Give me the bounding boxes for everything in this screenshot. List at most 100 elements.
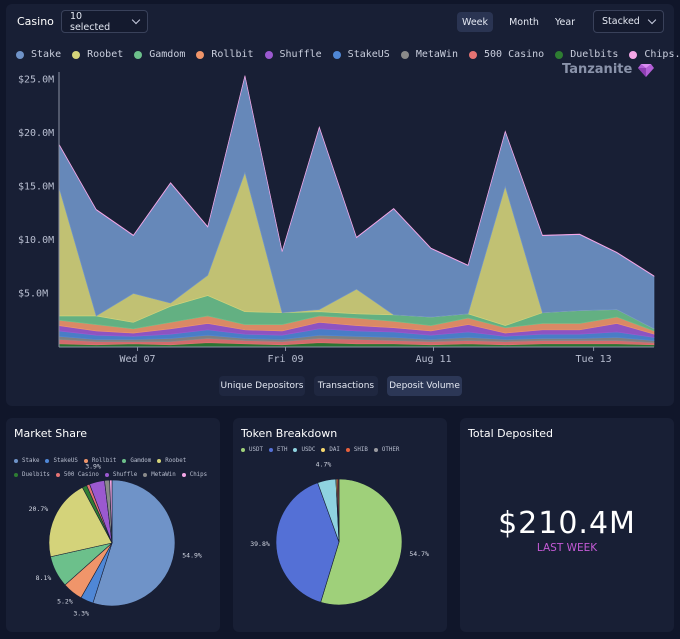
pie-slice-usdt[interactable] — [320, 478, 403, 606]
unique-depositors-button[interactable]: Unique Depositors — [219, 376, 305, 396]
legend-item-usdt[interactable]: USDT — [241, 447, 263, 453]
week-button[interactable]: Week — [457, 12, 493, 32]
gem-icon — [638, 63, 655, 77]
legend-dot — [72, 50, 81, 59]
legend-label: Rollbit — [91, 458, 117, 464]
legend-label: Chips.gg — [644, 49, 680, 60]
transactions-button[interactable]: Transactions — [314, 376, 378, 396]
legend-item-gamdom[interactable]: Gamdom — [122, 458, 151, 464]
legend-label: Stake — [31, 49, 62, 60]
chart-mode-value: Stacked — [602, 16, 640, 27]
x-tick-label: Aug 11 — [415, 354, 451, 365]
legend-item-metawin[interactable]: MetaWin — [400, 49, 458, 60]
total-deposited-period: LAST WEEK — [536, 542, 598, 554]
legend-item-stake[interactable]: Stake — [16, 49, 61, 60]
legend-item-shuffle[interactable]: Shuffle — [104, 472, 138, 478]
legend-label: MetaWin — [415, 49, 458, 60]
pie-label-eth: 39.8% — [250, 540, 270, 548]
legend-dot — [264, 50, 273, 59]
legend-item-other[interactable]: OTHER — [373, 447, 400, 453]
legend-label: 500 Casino — [483, 49, 545, 60]
legend-dot — [16, 50, 24, 59]
legend-dot — [143, 473, 148, 477]
year-button[interactable]: Year — [554, 16, 576, 28]
legend-item-duelbits[interactable]: Duelbits — [14, 472, 50, 478]
legend-label: OTHER — [381, 447, 400, 453]
legend-label: Gamdom — [149, 49, 186, 60]
legend-item-roobet[interactable]: Roobet — [72, 49, 123, 60]
legend-item-rollbit[interactable]: Rollbit — [83, 458, 117, 464]
legend-dot — [293, 448, 298, 452]
legend-item-roobet[interactable]: Roobet — [157, 458, 186, 464]
legend-dot — [468, 50, 477, 59]
legend-label: Duelbits — [570, 49, 619, 60]
legend-item-metawin[interactable]: MetaWin — [143, 472, 176, 478]
legend-item-duelbits[interactable]: Duelbits — [555, 49, 618, 60]
pie-label-gamdom: 8.1% — [36, 574, 52, 582]
legend-dot — [14, 459, 18, 463]
legend-label: Stake — [22, 458, 40, 464]
pie-slice-chips[interactable] — [109, 479, 113, 544]
pie-slice-roobet[interactable] — [48, 487, 113, 558]
legend-dot — [373, 448, 378, 452]
legend-item-chips[interactable]: Chips — [181, 472, 208, 478]
legend-label: Shuffle — [279, 49, 322, 60]
legend-item-500-casino[interactable]: 500 Casino — [468, 49, 545, 60]
legend-label: 500 Casino — [63, 472, 99, 478]
legend-dot — [196, 50, 205, 59]
casino-select[interactable]: 10 selected — [61, 10, 148, 33]
legend-dot — [122, 459, 127, 463]
y-tick-label: $15.0M — [18, 181, 54, 192]
deposit-volume-button[interactable]: Deposit Volume — [387, 376, 462, 396]
pie-label-shuffle: 3.9% — [85, 462, 101, 470]
market-share-title: Market Share — [14, 427, 88, 440]
x-tick-label: Wed 07 — [119, 354, 155, 365]
legend-label: Chips — [189, 472, 208, 478]
y-tick-label: $10.0M — [18, 235, 54, 246]
legend-item-shuffle[interactable]: Shuffle — [264, 49, 322, 60]
legend-label: StakeUS — [53, 458, 78, 464]
legend-item-stake[interactable]: Stake — [14, 458, 39, 464]
panel-title: Casino — [17, 15, 54, 28]
month-button[interactable]: Month — [509, 16, 539, 28]
legend-item-eth[interactable]: ETH — [268, 447, 287, 453]
legend-dot — [55, 473, 60, 477]
pie-label-stake: 54.9% — [182, 551, 202, 559]
token-breakdown-title: Token Breakdown — [241, 427, 338, 440]
legend-dot — [181, 473, 186, 477]
legend-item-dai[interactable]: DAI — [321, 447, 340, 453]
legend-label: MetaWin — [151, 472, 176, 478]
legend-label: StakeUS — [347, 49, 390, 60]
legend-label: Gamdom — [130, 458, 152, 464]
legend-dot — [157, 459, 162, 463]
legend-item-rollbit[interactable]: Rollbit — [196, 49, 254, 60]
pie-slice-stake[interactable] — [92, 479, 176, 607]
legend-dot — [104, 473, 109, 477]
legend-item-chips-gg[interactable]: Chips.gg — [629, 49, 680, 60]
legend-item-500-casino[interactable]: 500 Casino — [55, 472, 99, 478]
area-series-chips-gg[interactable] — [58, 75, 655, 277]
y-tick-label: $5.0M — [18, 288, 48, 299]
legend-dot — [629, 50, 638, 59]
legend-dot — [332, 50, 341, 59]
total-deposited-card: Total Deposited $210.4M LAST WEEK — [460, 418, 674, 632]
legend-item-shib[interactable]: SHIB — [345, 447, 368, 453]
chart-mode-select[interactable]: Stacked — [593, 10, 664, 33]
pie-label-usdt: 54.7% — [409, 550, 429, 558]
legend-item-stakeus[interactable]: StakeUS — [45, 458, 78, 464]
pie-slice-eth[interactable] — [275, 482, 340, 603]
legend-label: Rollbit — [211, 49, 254, 60]
legend-dot — [134, 50, 143, 59]
legend-label: Duelbits — [22, 472, 50, 478]
legend-dot — [400, 50, 409, 59]
market-share-legend: Stake StakeUS Rollbit Gamdom Roobet — [14, 458, 192, 464]
legend-item-stakeus[interactable]: StakeUS — [332, 49, 390, 60]
legend-label: Shuffle — [112, 472, 138, 478]
pie-label-stakeus: 3.3% — [73, 610, 89, 618]
legend-dot — [241, 448, 245, 452]
legend-dot — [45, 459, 50, 463]
legend-item-gamdom[interactable]: Gamdom — [134, 49, 185, 60]
market-share-pie: 54.9% 3.3%5.2% 8.1% 20.7% 3.9% — [29, 462, 202, 618]
legend-item-usdc[interactable]: USDC — [293, 447, 315, 453]
legend-dot — [268, 448, 273, 452]
